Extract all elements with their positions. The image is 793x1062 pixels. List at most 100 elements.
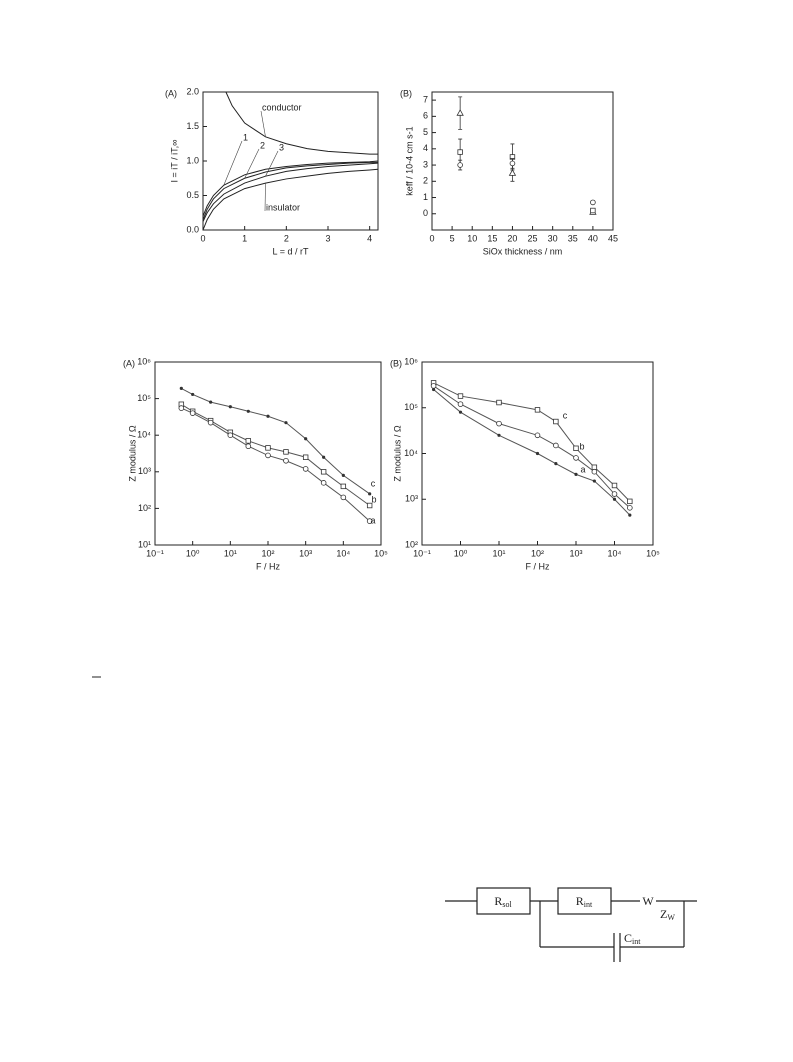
marker (508, 169, 517, 176)
marker (304, 437, 308, 441)
marker (340, 494, 347, 501)
z-w-sub: W (667, 913, 675, 922)
series-line (202, 160, 379, 217)
panel-label: (A) (123, 358, 135, 368)
marker (227, 432, 234, 439)
c-int-main: C (624, 931, 632, 945)
x-tick-label: 4 (367, 233, 372, 243)
marker (611, 491, 618, 497)
marker (590, 207, 596, 214)
x-tick-label: 3 (325, 233, 330, 243)
marker (368, 492, 372, 496)
marker (302, 466, 309, 472)
panel-label: (A) (165, 88, 177, 98)
leader-line (223, 140, 243, 186)
c-int-label: Cint (624, 931, 641, 946)
series-label: a (370, 515, 375, 525)
series-label: 1 (243, 132, 248, 142)
marker (553, 418, 559, 425)
r-sol-sub: sol (502, 900, 512, 909)
series-line (202, 161, 378, 220)
marker (283, 449, 289, 455)
y-tick-label: 2.0 (186, 86, 199, 96)
y-tick-label: 10¹ (138, 539, 151, 549)
x-tick-label: 15 (487, 233, 497, 243)
marker (457, 393, 464, 399)
series-line (181, 387, 370, 495)
r-int-label: Rint (576, 894, 593, 909)
panel-label: (B) (390, 358, 402, 368)
marker (322, 455, 326, 459)
leader-line (260, 110, 266, 137)
series-label: 3 (279, 142, 284, 152)
y-tick-label: 10³ (405, 494, 418, 504)
marker (284, 421, 288, 425)
y-tick-label: 10³ (138, 466, 151, 476)
marker (265, 452, 271, 459)
marker (283, 457, 289, 464)
x-tick-label: 0 (200, 233, 205, 243)
leader-line (244, 148, 260, 179)
r-sol-main: R (494, 894, 502, 908)
y-tick-label: 1 (423, 192, 428, 202)
w-label: W (642, 894, 654, 908)
y-tick-label: 10² (405, 539, 418, 549)
marker (573, 445, 579, 451)
x-axis-label: F / Hz (256, 561, 280, 571)
marker (592, 479, 596, 483)
y-tick-label: 6 (423, 111, 428, 121)
marker (179, 386, 183, 390)
x-tick-label: 10⁴ (336, 548, 350, 558)
marker (246, 409, 250, 413)
marker (627, 505, 633, 511)
x-tick-label: 2 (284, 233, 289, 243)
y-tick-label: 10⁶ (404, 356, 418, 366)
y-tick-label: 10² (138, 503, 151, 513)
x-tick-label: 20 (507, 233, 517, 243)
series-label: b (579, 441, 584, 451)
x-tick-label: 25 (528, 233, 538, 243)
marker (535, 451, 540, 456)
marker (456, 109, 464, 116)
x-tick-label: 0 (429, 233, 434, 243)
series-label: c (563, 410, 568, 420)
y-tick-label: 4 (423, 143, 428, 153)
y-tick-label: 0.5 (186, 190, 199, 200)
x-tick-label: 40 (588, 233, 598, 243)
marker (228, 405, 232, 409)
series-line (225, 91, 378, 155)
x-tick-label: 10⁴ (608, 548, 622, 558)
marker (496, 399, 502, 406)
x-tick-label: 10⁻¹ (413, 548, 431, 558)
x-axis-label: F / Hz (526, 561, 550, 571)
y-tick-label: 0 (423, 208, 428, 218)
marker (245, 438, 252, 444)
plot-frame (431, 91, 614, 231)
x-tick-label: 10⁰ (186, 548, 200, 558)
y-tick-label: 7 (423, 94, 428, 104)
leader-line (265, 150, 279, 177)
y-axis-label: keff / 10-4 cm s-1 (404, 126, 414, 195)
series-line (202, 168, 379, 231)
series-label: a (580, 464, 585, 474)
marker (497, 433, 501, 437)
marker (628, 513, 632, 517)
x-axis-label: SiOx thickness / nm (483, 246, 563, 256)
marker (266, 414, 270, 418)
marker (457, 162, 463, 168)
marker (366, 502, 373, 509)
y-tick-label: 10⁴ (404, 448, 418, 458)
series-line (202, 162, 379, 222)
marker (573, 455, 579, 461)
y-tick-label: 1.0 (186, 155, 199, 165)
y-axis-label: I = iT / iT,∞ (169, 139, 179, 182)
marker (366, 518, 373, 524)
marker (534, 432, 541, 439)
y-tick-label: 10⁵ (137, 393, 151, 403)
x-tick-label: 10¹ (492, 548, 505, 558)
marker (554, 462, 558, 466)
y-tick-label: 2 (423, 176, 428, 186)
r-int-sub: int (584, 900, 593, 909)
